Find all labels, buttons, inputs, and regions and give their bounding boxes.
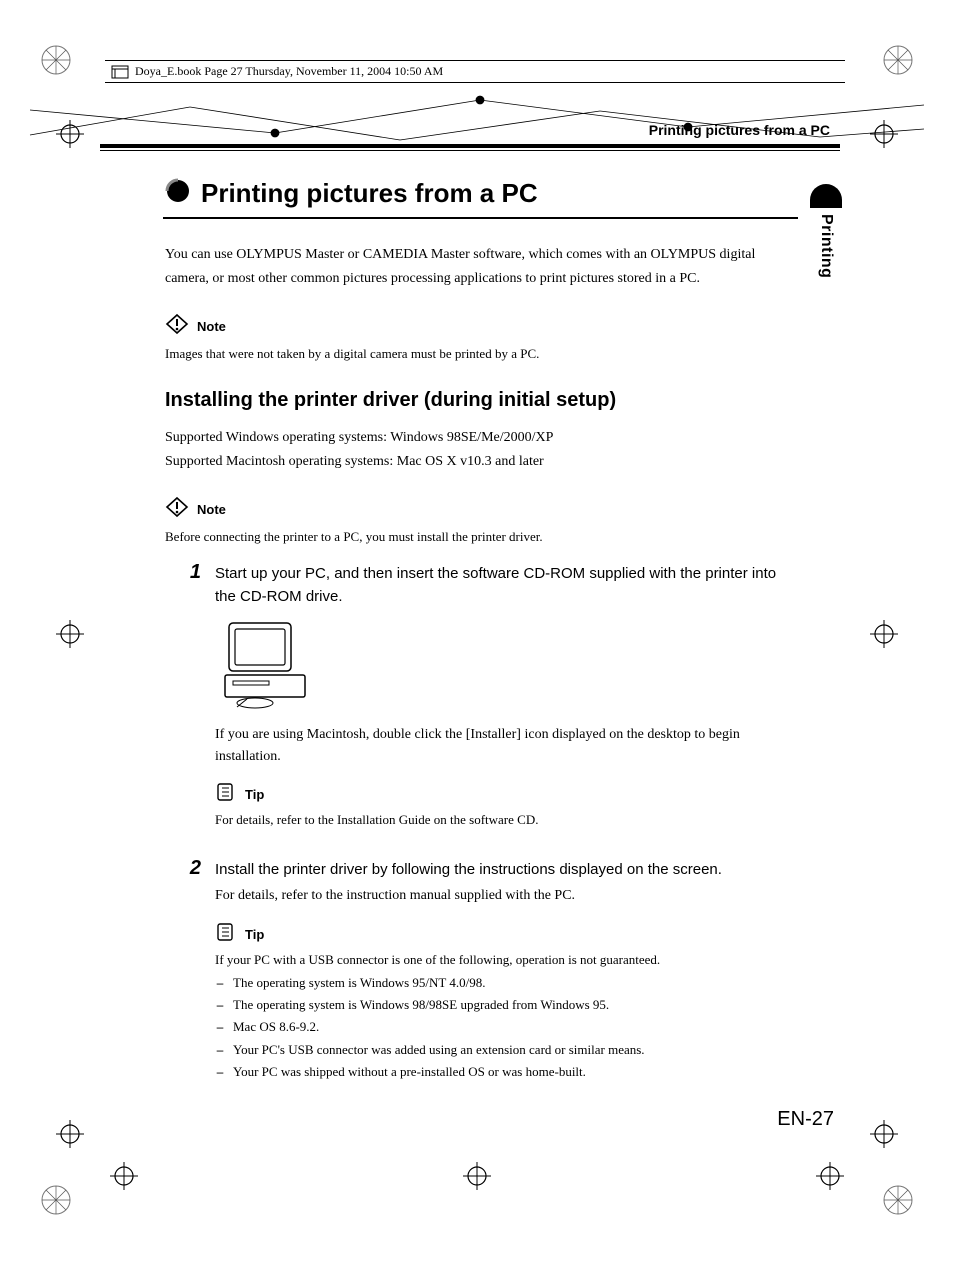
bullet-text: The operating system is Windows 95/NT 4.… [233, 973, 485, 993]
page-info-text: Doya_E.book Page 27 Thursday, November 1… [135, 64, 443, 79]
header-rule-thin [100, 150, 840, 151]
step-2-tip-body: If your PC with a USB connector is one o… [215, 950, 795, 970]
crop-mark-bottom-right [880, 1182, 916, 1218]
heading-bullet-icon [165, 178, 191, 209]
step-2-tip-header: Tip [215, 922, 795, 947]
step-1-detail: If you are using Macintosh, double click… [215, 724, 795, 769]
note-2-label: Note [197, 502, 226, 517]
note-2-header: Note [165, 496, 795, 523]
main-content: Printing pictures from a PC You can use … [165, 178, 795, 1094]
step-2-number: 2 [183, 858, 201, 1084]
tip-icon [215, 922, 237, 947]
crop-mark-top-left [38, 42, 74, 78]
step-2-tip-label: Tip [245, 927, 264, 942]
bullet-item: –The operating system is Windows 95/NT 4… [215, 973, 795, 993]
tip-icon [215, 782, 237, 807]
note-icon [165, 496, 189, 523]
registration-right-3 [870, 1120, 898, 1148]
step-2-tip-bullets: –The operating system is Windows 95/NT 4… [215, 973, 795, 1082]
section-heading: Installing the printer driver (during in… [165, 389, 795, 412]
sys-windows: Supported Windows operating systems: Win… [165, 426, 795, 450]
dash-icon: – [215, 973, 225, 993]
bullet-text: Your PC was shipped without a pre-instal… [233, 1062, 586, 1082]
bullet-item: –Mac OS 8.6-9.2. [215, 1017, 795, 1037]
step-1-tip-header: Tip [215, 782, 795, 807]
step-1-title: Start up your PC, and then insert the so… [215, 562, 795, 609]
page-info-bar: Doya_E.book Page 27 Thursday, November 1… [105, 60, 845, 83]
sys-mac: Supported Macintosh operating systems: M… [165, 450, 795, 474]
step-2: 2 Install the printer driver by followin… [183, 858, 795, 1084]
bullet-item: –Your PC's USB connector was added using… [215, 1040, 795, 1060]
dash-icon: – [215, 995, 225, 1015]
crop-mark-top-right [880, 42, 916, 78]
dash-icon: – [215, 1040, 225, 1060]
page-number: EN-27 [777, 1108, 834, 1131]
framemaker-icon [111, 65, 129, 79]
registration-right-4 [816, 1162, 844, 1190]
heading-rule [163, 217, 798, 219]
section-tab: Printing [810, 184, 842, 304]
registration-center-4 [463, 1162, 491, 1190]
heading-row: Printing pictures from a PC [165, 178, 795, 209]
step-1-number: 1 [183, 562, 201, 848]
note-2-body: Before connecting the printer to a PC, y… [165, 527, 795, 547]
note-1-label: Note [197, 319, 226, 334]
step-2-detail: For details, refer to the instruction ma… [215, 885, 795, 907]
registration-right-2 [870, 620, 898, 648]
dash-icon: – [215, 1062, 225, 1082]
registration-right-1 [870, 120, 898, 148]
step-1-tip-label: Tip [245, 787, 264, 802]
running-header: Printing pictures from a PC [100, 122, 840, 138]
header-rule-thick [100, 144, 840, 148]
bullet-item: –The operating system is Windows 98/98SE… [215, 995, 795, 1015]
computer-illustration [215, 619, 795, 716]
registration-left-3 [56, 1120, 84, 1148]
note-1-body: Images that were not taken by a digital … [165, 344, 795, 364]
dash-icon: – [215, 1017, 225, 1037]
page-heading: Printing pictures from a PC [201, 178, 538, 209]
step-2-title: Install the printer driver by following … [215, 858, 795, 881]
bullet-text: Mac OS 8.6-9.2. [233, 1017, 319, 1037]
note-1-header: Note [165, 313, 795, 340]
bullet-text: The operating system is Windows 98/98SE … [233, 995, 609, 1015]
registration-left-2 [56, 620, 84, 648]
registration-left-4 [110, 1162, 138, 1190]
section-tab-marker [810, 184, 842, 208]
registration-left-1 [56, 120, 84, 148]
note-icon [165, 313, 189, 340]
step-1-tip-body: For details, refer to the Installation G… [215, 810, 795, 830]
bullet-item: –Your PC was shipped without a pre-insta… [215, 1062, 795, 1082]
bullet-text: Your PC's USB connector was added using … [233, 1040, 645, 1060]
system-requirements: Supported Windows operating systems: Win… [165, 426, 795, 474]
crop-mark-bottom-left [38, 1182, 74, 1218]
section-tab-label: Printing [817, 214, 835, 278]
step-1: 1 Start up your PC, and then insert the … [183, 562, 795, 848]
intro-paragraph: You can use OLYMPUS Master or CAMEDIA Ma… [165, 243, 795, 291]
